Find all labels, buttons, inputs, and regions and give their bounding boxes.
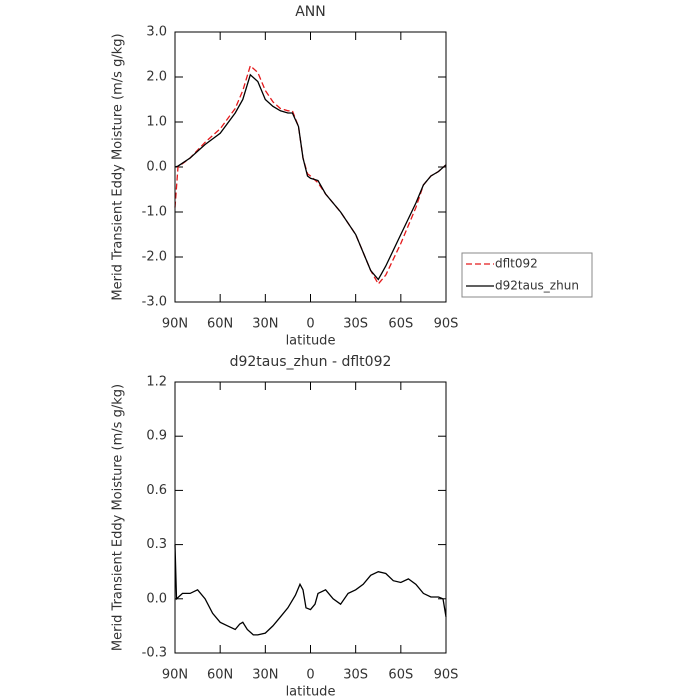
chart-title: ANN bbox=[295, 4, 326, 20]
x-tick-label: 30S bbox=[343, 317, 368, 332]
x-tick-label: 90N bbox=[162, 668, 188, 683]
y-tick-label: -1.0 bbox=[142, 205, 167, 220]
x-tick-label: 0 bbox=[306, 317, 314, 332]
y-tick-label: 0.6 bbox=[146, 483, 167, 498]
y-tick-label: 2.0 bbox=[146, 70, 167, 85]
chart-title: d92taus_zhun - dflt092 bbox=[230, 354, 392, 370]
y-tick-label: 1.0 bbox=[146, 115, 167, 130]
y-axis-label: Merid Transient Eddy Moisture (m/s g/kg) bbox=[111, 33, 126, 300]
y-tick-label: 3.0 bbox=[146, 25, 167, 40]
series-line bbox=[174, 64, 447, 286]
x-axis-label: latitude bbox=[286, 685, 336, 700]
legend-label: dflt092 bbox=[495, 257, 538, 271]
x-tick-label: 60N bbox=[207, 317, 233, 332]
legend-label: d92taus_zhun bbox=[495, 279, 579, 293]
x-tick-label: 90N bbox=[162, 317, 188, 332]
y-tick-label: -2.0 bbox=[142, 250, 167, 265]
y-tick-label: -0.3 bbox=[142, 646, 167, 661]
x-tick-label: 30N bbox=[252, 317, 278, 332]
x-tick-label: 60S bbox=[388, 668, 413, 683]
plot-frame bbox=[174, 381, 447, 654]
y-tick-label: -3.0 bbox=[142, 295, 167, 310]
x-tick-label: 0 bbox=[306, 668, 314, 683]
y-tick-label: 1.2 bbox=[146, 375, 167, 390]
y-axis-label: Merid Transient Eddy Moisture (m/s g/kg) bbox=[111, 384, 126, 651]
x-tick-label: 60S bbox=[388, 317, 413, 332]
x-tick-label: 90S bbox=[434, 668, 459, 683]
series-line bbox=[174, 544, 447, 636]
x-axis-label: latitude bbox=[286, 334, 336, 349]
x-tick-label: 30S bbox=[343, 668, 368, 683]
series-line bbox=[174, 73, 447, 281]
plot-frame bbox=[174, 31, 447, 303]
y-tick-label: 0.3 bbox=[146, 537, 167, 552]
x-tick-label: 30N bbox=[252, 668, 278, 683]
y-tick-label: 0.9 bbox=[146, 429, 167, 444]
y-tick-label: 0.0 bbox=[146, 591, 167, 606]
x-tick-label: 90S bbox=[434, 317, 459, 332]
legend-box bbox=[461, 252, 593, 298]
y-tick-label: 0.0 bbox=[146, 160, 167, 175]
x-tick-label: 60N bbox=[207, 668, 233, 683]
